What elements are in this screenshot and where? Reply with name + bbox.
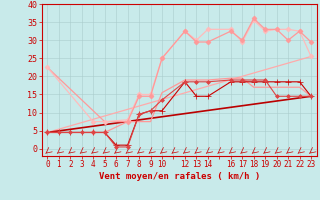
X-axis label: Vent moyen/en rafales ( km/h ): Vent moyen/en rafales ( km/h ) bbox=[99, 172, 260, 181]
